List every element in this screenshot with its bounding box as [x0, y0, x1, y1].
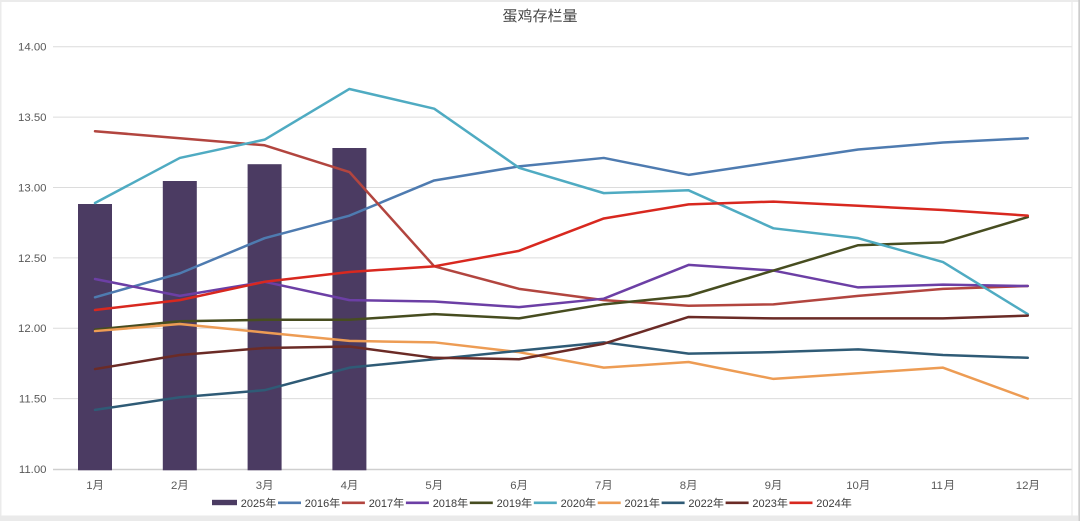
svg-text:2025: 2025 [241, 498, 265, 510]
svg-text:2023: 2023 [752, 498, 776, 510]
svg-text:2: 2 [171, 480, 177, 492]
svg-text:14.00: 14.00 [18, 42, 47, 54]
svg-text:8: 8 [680, 480, 686, 492]
svg-text:2022: 2022 [688, 498, 712, 510]
svg-text:2021: 2021 [625, 498, 649, 510]
svg-text:2016: 2016 [305, 498, 329, 510]
svg-text:6: 6 [510, 480, 516, 492]
svg-text:7: 7 [595, 480, 601, 492]
svg-text:2019: 2019 [497, 498, 521, 510]
svg-text:13.00: 13.00 [18, 182, 47, 194]
svg-text:4: 4 [341, 480, 347, 492]
svg-text:12: 12 [1016, 480, 1029, 492]
svg-text:2017: 2017 [369, 498, 393, 510]
svg-text:2024: 2024 [816, 498, 840, 510]
svg-text:3: 3 [256, 480, 262, 492]
svg-text:12.00: 12.00 [18, 323, 47, 335]
svg-text:11.00: 11.00 [19, 464, 47, 476]
svg-text:9: 9 [765, 480, 771, 492]
svg-text:11.50: 11.50 [19, 394, 47, 406]
svg-text:12.50: 12.50 [18, 253, 47, 265]
svg-text:10: 10 [846, 480, 859, 492]
svg-text:5: 5 [425, 480, 431, 492]
svg-text:13.50: 13.50 [18, 112, 47, 124]
svg-text:1: 1 [86, 480, 92, 492]
svg-text:2020: 2020 [561, 498, 585, 510]
svg-text:11: 11 [931, 480, 943, 492]
svg-text:2018: 2018 [433, 498, 457, 510]
